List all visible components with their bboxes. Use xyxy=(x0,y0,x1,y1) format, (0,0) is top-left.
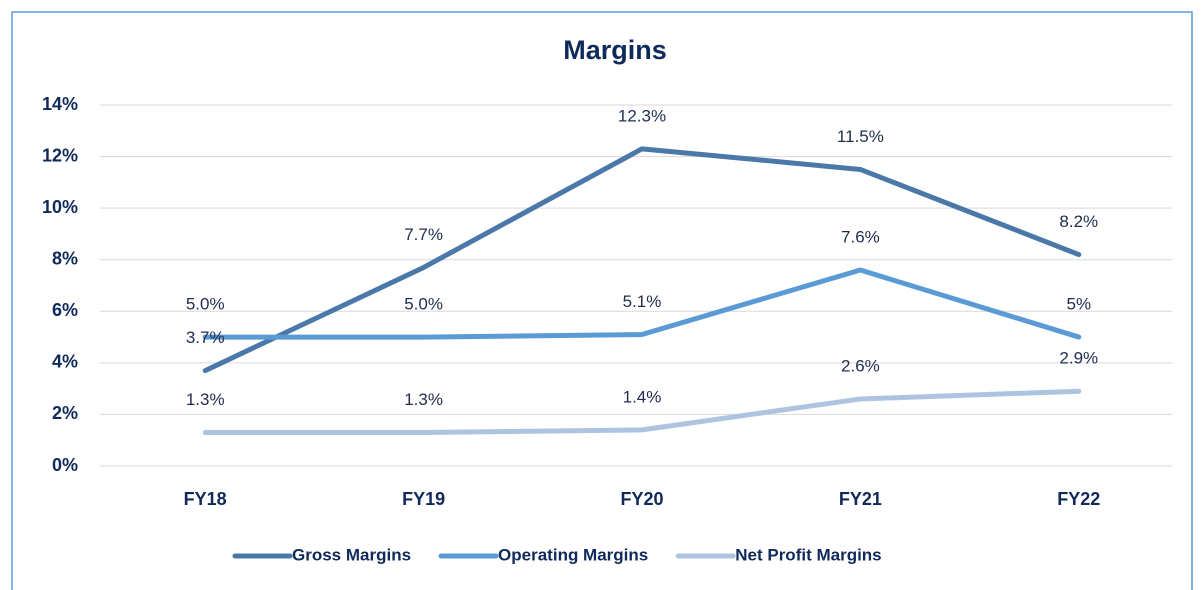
data-label: 7.7% xyxy=(404,225,443,244)
series-line xyxy=(202,267,1082,340)
data-label: 11.5% xyxy=(837,127,884,146)
data-label: 2.9% xyxy=(1059,349,1098,368)
data-label: 5.0% xyxy=(404,295,443,314)
data-label: 3.7% xyxy=(186,328,225,347)
y-tick-label: 8% xyxy=(52,248,78,268)
data-label: 8.2% xyxy=(1059,212,1098,231)
chart-frame xyxy=(11,11,1193,590)
y-tick-label: 4% xyxy=(52,352,78,372)
legend-label: Net Profit Margins xyxy=(735,545,881,564)
series-line xyxy=(202,146,1082,374)
x-tick-label: FY22 xyxy=(1057,489,1100,509)
x-tick-label: FY19 xyxy=(402,489,445,509)
x-tick-label: FY18 xyxy=(184,489,227,509)
data-label: 1.3% xyxy=(186,390,225,409)
chart-title: Margins xyxy=(563,35,667,65)
y-tick-label: 0% xyxy=(52,455,78,475)
data-label: 2.6% xyxy=(841,356,880,375)
data-label: 12.3% xyxy=(618,106,666,125)
legend-label: Operating Margins xyxy=(498,545,648,564)
y-tick-label: 2% xyxy=(52,403,78,423)
data-label: 7.6% xyxy=(841,228,880,247)
data-label: 5% xyxy=(1067,295,1092,314)
y-tick-label: 6% xyxy=(52,300,78,320)
data-label: 1.3% xyxy=(404,390,443,409)
x-tick-label: FY20 xyxy=(620,489,663,509)
y-tick-label: 12% xyxy=(42,145,78,165)
legend-label: Gross Margins xyxy=(292,545,411,564)
y-tick-label: 14% xyxy=(42,94,78,114)
data-label: 1.4% xyxy=(623,387,662,406)
y-tick-label: 10% xyxy=(42,197,78,217)
data-label: 5.0% xyxy=(186,295,225,314)
series-line xyxy=(202,388,1082,435)
x-tick-label: FY21 xyxy=(839,489,882,509)
data-label: 5.1% xyxy=(623,292,662,311)
